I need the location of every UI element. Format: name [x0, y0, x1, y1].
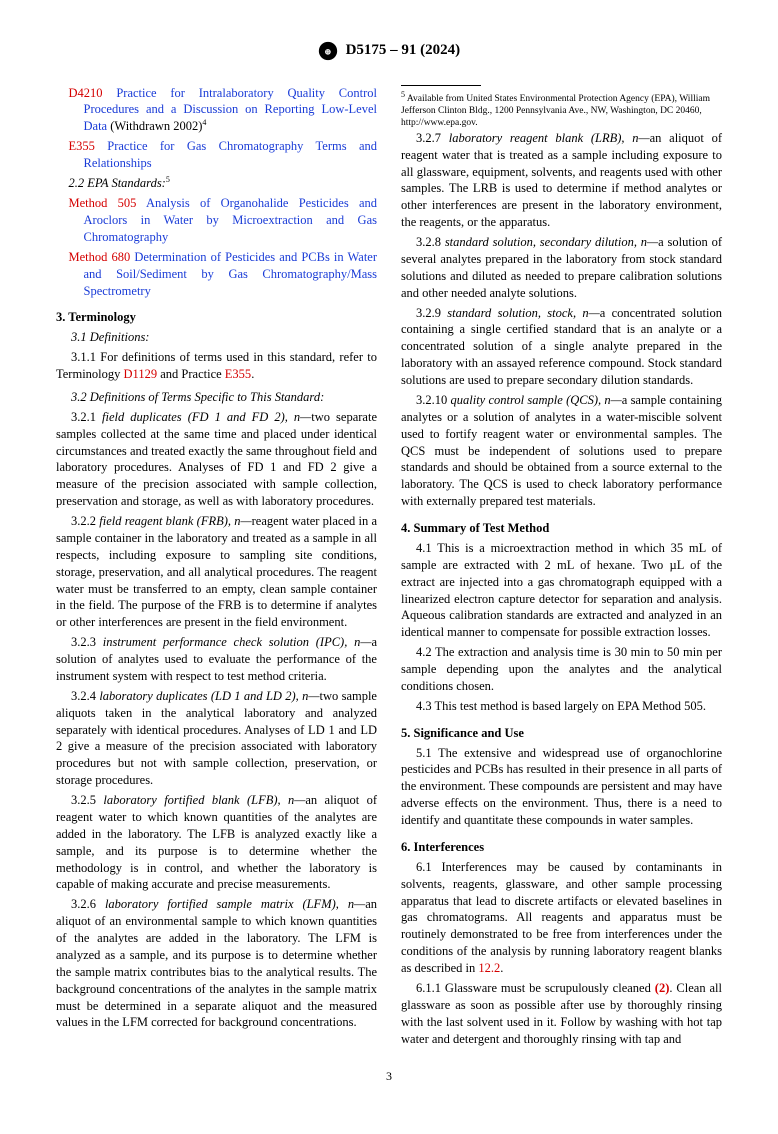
- m680-link[interactable]: Method 680: [69, 250, 131, 264]
- p311b: and Practice: [157, 367, 225, 381]
- t327n: 3.2.7: [416, 131, 449, 145]
- t328n: 3.2.8: [416, 235, 445, 249]
- p61b: .: [500, 961, 503, 975]
- t321: 3.2.1 field duplicates (FD 1 and FD 2), …: [56, 409, 377, 510]
- p61a: 6.1 Interferences may be caused by conta…: [401, 860, 722, 975]
- t328: 3.2.8 standard solution, secondary dilut…: [401, 234, 722, 302]
- epa-head-text: 2.2 EPA Standards:: [69, 176, 166, 190]
- p311: 3.1.1 For definitions of terms used in t…: [56, 349, 377, 383]
- s5-title: 5. Significance and Use: [401, 725, 722, 742]
- p42: 4.2 The extraction and analysis time is …: [401, 644, 722, 695]
- p311c: .: [251, 367, 254, 381]
- astm-logo-icon: ⊕: [318, 41, 338, 61]
- t325: 3.2.5 laboratory fortified blank (LFB), …: [56, 792, 377, 893]
- s3-def-head: 3.1 Definitions:: [56, 329, 377, 346]
- t3210term: quality control sample (QCS), n—: [451, 393, 622, 407]
- ref-e355: E355 Practice for Gas Chromatography Ter…: [69, 138, 378, 172]
- ref-m505: Method 505 Analysis of Organohalide Pest…: [69, 195, 378, 246]
- p611a: 6.1.1 Glassware must be scrupulously cle…: [416, 981, 655, 995]
- ref-m680: Method 680 Determination of Pesticides a…: [69, 249, 378, 300]
- t322b: reagent water placed in a sample contain…: [56, 514, 377, 629]
- footnote-rule: [401, 85, 481, 86]
- footnote-5: 5 Available from United States Environme…: [401, 90, 722, 130]
- body-columns: D4210 Practice for Intralaboratory Quali…: [56, 85, 722, 1048]
- s4-title: 4. Summary of Test Method: [401, 520, 722, 537]
- ref-12-2[interactable]: 12.2: [478, 961, 500, 975]
- s3-spec-head: 3.2 Definitions of Terms Specific to Thi…: [56, 389, 377, 406]
- t322term: field reagent blank (FRB), n—: [99, 514, 251, 528]
- t323term: instrument performance check solution (I…: [103, 635, 372, 649]
- p43: 4.3 This test method is based largely on…: [401, 698, 722, 715]
- t321term: field duplicates (FD 1 and FD 2), n—: [102, 410, 311, 424]
- t324b: two sample aliquots taken in the analyti…: [56, 689, 377, 787]
- t327term: laboratory reagent blank (LRB), n—: [449, 131, 650, 145]
- t3210b: a sample containing analytes or a soluti…: [401, 393, 722, 508]
- epa-sup: 5: [166, 175, 170, 184]
- t326n: 3.2.6: [71, 897, 105, 911]
- s3-title: 3. Terminology: [56, 309, 377, 326]
- t324n: 3.2.4: [71, 689, 99, 703]
- d4210-link[interactable]: D4210: [69, 86, 103, 100]
- epa-standards-head: 2.2 EPA Standards:5: [69, 175, 378, 192]
- e355-link[interactable]: E355: [69, 139, 95, 153]
- m505-link[interactable]: Method 505: [69, 196, 137, 210]
- d4210-note: (Withdrawn 2002): [110, 119, 202, 133]
- p51: 5.1 The extensive and widespread use of …: [401, 745, 722, 829]
- page-header: ⊕ D5175 – 91 (2024): [56, 40, 722, 61]
- fn-text: Available from United States Environment…: [401, 94, 710, 129]
- svg-text:⊕: ⊕: [324, 47, 331, 56]
- t322n: 3.2.2: [71, 514, 99, 528]
- t329: 3.2.9 standard solution, stock, n—a conc…: [401, 305, 722, 389]
- t323: 3.2.3 instrument performance check solut…: [56, 634, 377, 685]
- t321n: 3.2.1: [71, 410, 102, 424]
- t325term: laboratory fortified blank (LFB), n—: [103, 793, 305, 807]
- t322: 3.2.2 field reagent blank (FRB), n—reage…: [56, 513, 377, 631]
- t325n: 3.2.5: [71, 793, 103, 807]
- t3210: 3.2.10 quality control sample (QCS), n—a…: [401, 392, 722, 510]
- t325b: an aliquot of reagent water to which kno…: [56, 793, 377, 891]
- page-number: 3: [56, 1068, 722, 1084]
- t326: 3.2.6 laboratory fortified sample matrix…: [56, 896, 377, 1031]
- designation: D5175 – 91 (2024): [346, 42, 461, 58]
- e355-link2[interactable]: E355: [225, 367, 251, 381]
- p61: 6.1 Interferences may be caused by conta…: [401, 859, 722, 977]
- e355-title[interactable]: Practice for Gas Chromatography Terms an…: [84, 139, 378, 170]
- d1129-link[interactable]: D1129: [124, 367, 158, 381]
- d4210-sup: 4: [202, 118, 206, 127]
- t329term: standard solution, stock, n—: [447, 306, 599, 320]
- t3210n: 3.2.10: [416, 393, 451, 407]
- s6-title: 6. Interferences: [401, 839, 722, 856]
- t328term: standard solution, secondary dilution, n…: [445, 235, 658, 249]
- ref-d4210: D4210 Practice for Intralaboratory Quali…: [69, 85, 378, 136]
- t327b: an aliquot of reagent water that is trea…: [401, 131, 722, 229]
- t323n: 3.2.3: [71, 635, 103, 649]
- t329n: 3.2.9: [416, 306, 447, 320]
- p611: 6.1.1 Glassware must be scrupulously cle…: [401, 980, 722, 1048]
- ref-2[interactable]: (2): [655, 981, 670, 995]
- t326term: laboratory fortified sample matrix (LFM)…: [105, 897, 365, 911]
- t326b: an aliquot of an environmental sample to…: [56, 897, 377, 1029]
- t324term: laboratory duplicates (LD 1 and LD 2), n…: [99, 689, 319, 703]
- t327: 3.2.7 laboratory reagent blank (LRB), n—…: [401, 130, 722, 231]
- t324: 3.2.4 laboratory duplicates (LD 1 and LD…: [56, 688, 377, 789]
- p41: 4.1 This is a microextraction method in …: [401, 540, 722, 641]
- t321b: two separate samples collected at the sa…: [56, 410, 377, 508]
